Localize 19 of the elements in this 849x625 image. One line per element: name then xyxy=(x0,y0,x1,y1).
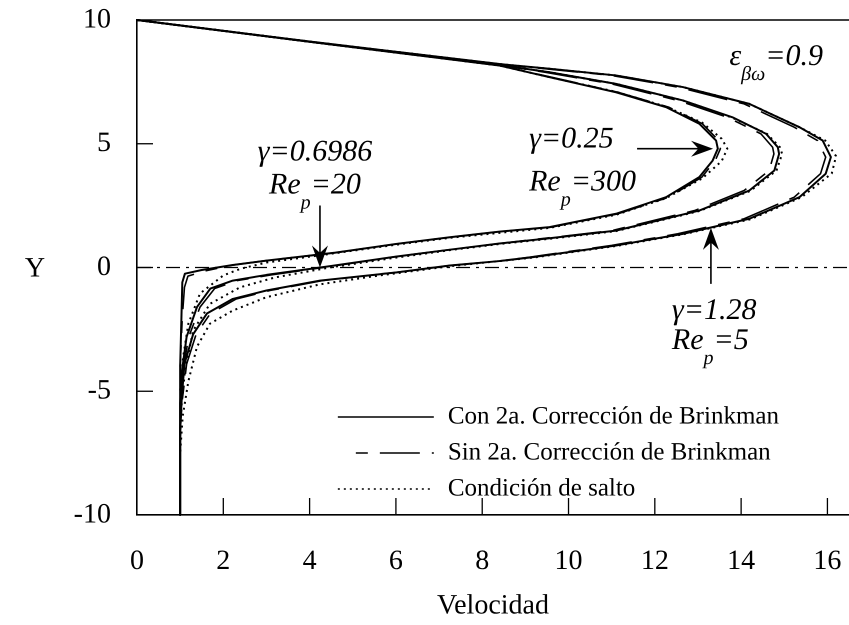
x-tick-label: 6 xyxy=(388,545,403,576)
x-tick-label: 10 xyxy=(554,545,583,576)
x-tick-label: 12 xyxy=(640,545,669,576)
x-tick-label: 16 xyxy=(813,545,842,576)
x-tick-label: 2 xyxy=(216,545,230,576)
y-tick-label: -5 xyxy=(88,374,111,406)
x-tick-label: 4 xyxy=(302,545,317,576)
legend-label: Sin 2a. Corrección de Brinkman xyxy=(448,438,772,466)
y-tick-label: -10 xyxy=(74,498,111,530)
legend-label: Condición de salto xyxy=(448,474,636,502)
x-axis-title: Velocidad xyxy=(437,590,549,621)
legend-label: Con 2a. Corrección de Brinkman xyxy=(448,402,780,430)
x-tick-label: 8 xyxy=(475,545,490,576)
y-axis-title: Y xyxy=(24,252,46,284)
x-tick-label: 0 xyxy=(130,545,144,576)
y-tick-label: 10 xyxy=(83,3,111,34)
x-tick-label: 14 xyxy=(727,545,756,576)
y-tick-label: 5 xyxy=(97,127,111,158)
y-tick-label: 0 xyxy=(97,250,111,282)
